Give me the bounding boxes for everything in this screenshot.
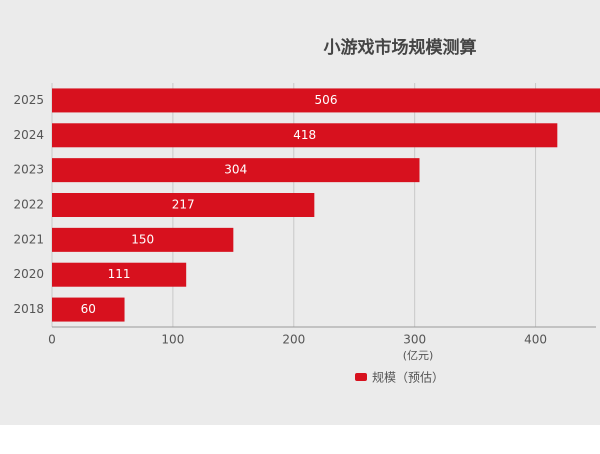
legend-label: 规模（预估） [372, 370, 444, 385]
y-tick-label: 2023 [13, 163, 44, 177]
bar [52, 227, 234, 252]
data-label: 304 [224, 163, 247, 177]
x-tick-label: 300 [403, 333, 426, 347]
legend-swatch [355, 373, 367, 381]
x-tick-label: 0 [48, 333, 56, 347]
y-tick-label: 2022 [13, 198, 44, 212]
data-label: 60 [81, 302, 96, 316]
y-tick-label: 2025 [13, 93, 44, 107]
chart-title: 小游戏市场规模测算 [324, 37, 477, 58]
x-tick-label: 400 [524, 333, 547, 347]
x-tick-label: 100 [161, 333, 184, 347]
bar [52, 193, 315, 217]
bar [52, 262, 187, 287]
data-label: 418 [293, 128, 316, 142]
data-label: 506 [315, 93, 338, 107]
y-tick-label: 2018 [13, 302, 44, 316]
y-tick-label: 2024 [13, 128, 44, 142]
x-tick-label: 200 [282, 333, 305, 347]
bar [52, 297, 125, 322]
y-tick-label: 2020 [13, 267, 44, 281]
data-label: 111 [108, 267, 131, 281]
y-tick-label: 2021 [13, 232, 44, 246]
data-label: 217 [172, 198, 195, 212]
data-label: 150 [131, 232, 154, 246]
x-axis-label: (亿元) [403, 349, 434, 362]
bar [52, 158, 420, 183]
bar [52, 123, 558, 148]
bar [52, 88, 600, 113]
